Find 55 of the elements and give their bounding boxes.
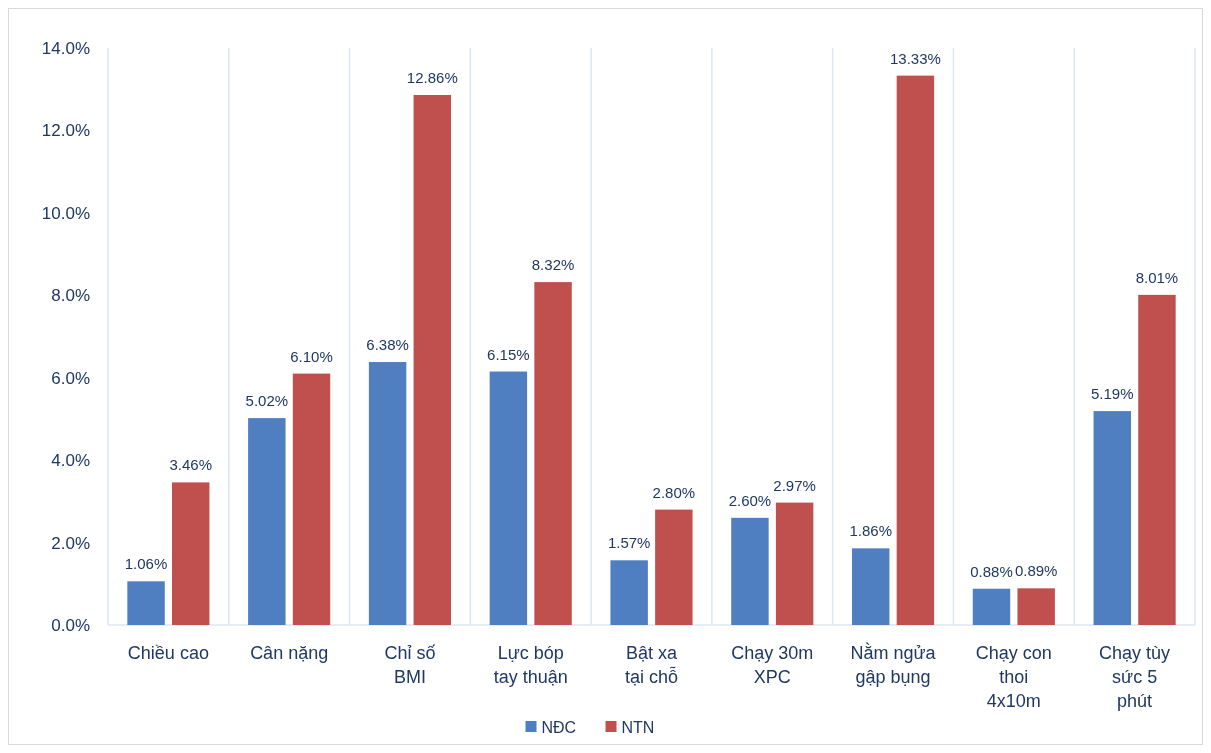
data-label: 3.46% — [169, 456, 213, 474]
data-label: 5.19% — [1090, 385, 1134, 403]
y-tick-label: 8.0% — [51, 286, 90, 306]
legend-label: NĐC — [541, 718, 577, 736]
bar — [248, 418, 286, 625]
data-label: 0.88% — [970, 562, 1013, 580]
bar — [655, 509, 693, 625]
y-tick-label: 12.0% — [41, 121, 90, 141]
bar — [972, 588, 1011, 625]
x-tick-label: Nằm ngửa gập bụng — [850, 642, 937, 687]
x-tick-label: Chiều cao — [127, 643, 209, 663]
data-label: 5.02% — [245, 392, 289, 410]
x-tick-label: Chạy tùy sức 5 phút — [1099, 643, 1171, 711]
y-tick-label: 2.0% — [51, 533, 90, 553]
x-tick-label: Lực bóp tay thuận — [493, 643, 568, 687]
data-label: 0.89% — [1014, 562, 1058, 580]
data-label: 8.32% — [531, 256, 575, 274]
bar — [851, 548, 890, 625]
y-tick-label: 0.0% — [51, 615, 90, 635]
data-label: 13.33% — [889, 49, 941, 67]
data-label: 1.86% — [849, 522, 892, 540]
x-tick-label: Cân nặng — [250, 643, 329, 663]
bar — [896, 75, 935, 625]
legend-label: NTN — [621, 718, 655, 736]
bar — [1138, 294, 1176, 625]
data-label: 12.86% — [406, 68, 458, 86]
bar — [127, 581, 165, 625]
bar — [292, 373, 331, 625]
data-label: 6.38% — [366, 336, 409, 354]
y-tick-label: 4.0% — [51, 451, 90, 471]
bar — [413, 94, 452, 625]
data-label: 8.01% — [1135, 268, 1179, 286]
x-tick-label: Chạy con thoi 4x10m — [975, 643, 1052, 711]
x-tick-label: Chỉ số BMI — [384, 643, 436, 687]
y-tick-label: 6.0% — [51, 368, 90, 388]
data-label: 6.10% — [290, 347, 333, 365]
bar — [610, 560, 648, 625]
data-label: 2.80% — [652, 483, 696, 501]
data-label: 6.15% — [487, 345, 530, 363]
bar — [1017, 588, 1055, 625]
bar — [368, 362, 407, 625]
bar — [731, 517, 769, 625]
data-label: 2.97% — [773, 476, 816, 494]
x-tick-label: Bật xa tại chỗ — [624, 643, 679, 687]
x-tick-label: Chạy 30m XPC — [731, 643, 814, 687]
data-label: 2.60% — [728, 491, 772, 509]
y-tick-label: 14.0% — [41, 38, 90, 58]
bar — [775, 502, 814, 625]
bar — [1093, 411, 1131, 625]
y-tick-label: 10.0% — [41, 203, 90, 223]
data-label: 1.06% — [124, 555, 168, 573]
data-label: 1.57% — [607, 534, 651, 552]
bar — [172, 482, 210, 625]
bar — [534, 282, 572, 625]
bar — [489, 371, 528, 625]
